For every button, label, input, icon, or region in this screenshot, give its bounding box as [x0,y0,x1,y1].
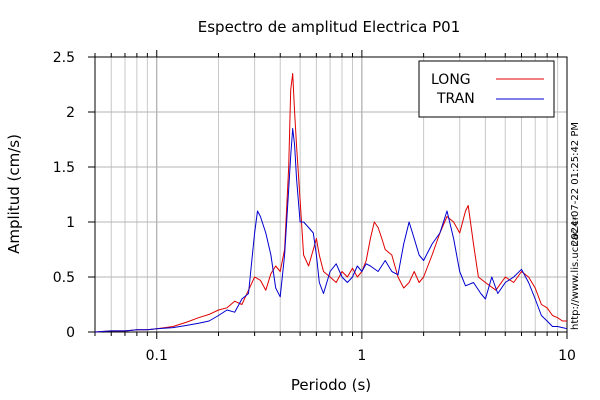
x-axis: 0.1 1 10 [94,50,576,364]
legend-label-tran: TRAN [436,91,475,107]
series-line-long [94,73,567,333]
legend-label-long: LONG [431,72,471,88]
chart-title: Espectro de amplitud Electrica P01 [198,18,461,36]
x-tick-label: 0.1 [146,348,168,364]
y-tick-label: 1 [66,215,75,231]
source-url-text: http://www.lis.ucr.ac.cr [570,215,581,330]
series-lines [94,73,568,333]
plot-frame [94,56,568,333]
x-tick-label: 1 [357,348,366,364]
legend-box [418,60,555,118]
legend: LONG TRAN [418,60,555,118]
y-tick-label: 0 [66,325,75,341]
y-tick-label: 0.5 [53,270,75,286]
y-tick-label: 1.5 [53,160,75,176]
y-axis: 0 0.5 1 1.5 2 2.5 [53,50,95,341]
timestamp-text: 2024-07-22 01:25:42 PM [570,122,581,246]
x-axis-label: Periodo (s) [291,376,371,394]
y-tick-label: 2 [66,105,75,121]
y-tick-label: 2.5 [53,50,75,66]
series-line-tran [94,128,568,333]
y-axis-label: Amplitud (cm/s) [5,134,23,254]
x-tick-label: 10 [558,348,576,364]
